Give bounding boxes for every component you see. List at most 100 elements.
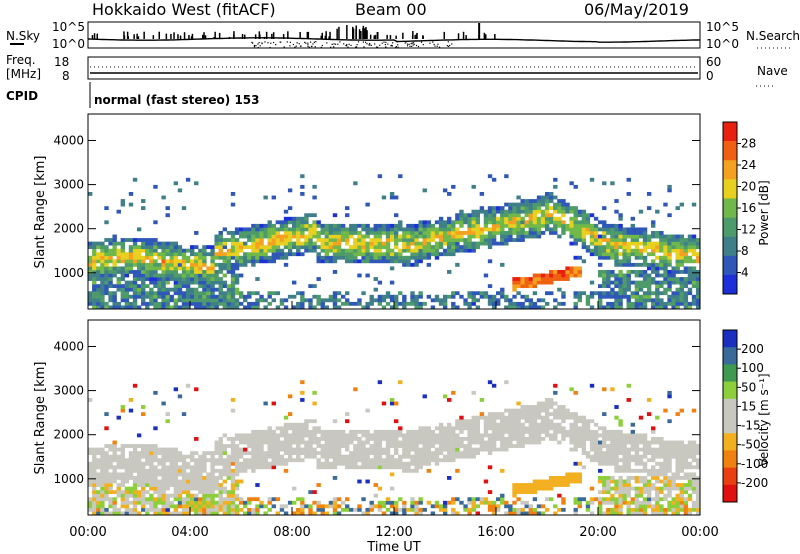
velocity-cell — [353, 447, 358, 452]
velocity-cell — [271, 461, 276, 466]
velocity-cell — [659, 454, 664, 459]
nsky-spike — [483, 32, 486, 39]
power-cell — [247, 259, 252, 264]
velocity-cell — [173, 479, 179, 484]
velocity-cell — [667, 504, 672, 509]
velocity-cell — [451, 390, 456, 395]
power-cell — [218, 255, 223, 260]
velocity-cell — [271, 444, 276, 448]
velocity-cell — [185, 472, 191, 477]
power-cell — [602, 206, 607, 211]
velocity-cell — [181, 461, 187, 466]
velocity-cell — [573, 426, 578, 431]
velocity-cell — [463, 444, 468, 448]
nsearch-point — [334, 43, 337, 45]
power-cell — [667, 273, 672, 278]
velocity-cell — [675, 451, 680, 456]
velocity-cell — [104, 465, 109, 470]
velocity-cell — [141, 472, 146, 477]
power-cell — [381, 298, 387, 303]
velocity-cell — [230, 486, 236, 491]
power-cell — [128, 192, 134, 196]
velocity-cell — [471, 433, 476, 438]
velocity-cell — [377, 458, 383, 463]
power-cell — [300, 174, 305, 179]
velocity-cell — [683, 483, 689, 487]
velocity-cell — [202, 486, 207, 491]
velocity-cell — [549, 479, 554, 484]
power-cell — [418, 231, 423, 235]
velocity-cell — [638, 447, 644, 452]
power-cell — [161, 277, 166, 281]
velocity-cell — [145, 490, 150, 495]
power-cell — [479, 234, 485, 239]
power-cell — [663, 202, 668, 207]
velocity-cell — [369, 458, 374, 463]
velocity-cell — [467, 511, 472, 516]
power-cell — [324, 255, 330, 260]
velocity-cell — [230, 468, 236, 473]
power-cell — [471, 209, 476, 214]
velocity-cell — [569, 429, 574, 434]
colorbar-tick-label: -15 — [741, 419, 761, 433]
velocity-cell — [447, 476, 452, 480]
velocity-cell — [491, 507, 497, 512]
velocity-cell — [345, 444, 350, 448]
power-cell — [540, 220, 546, 225]
power-cell — [695, 273, 701, 278]
velocity-cell — [483, 500, 489, 505]
velocity-cell — [357, 465, 362, 470]
nsky-spike — [485, 34, 487, 39]
power-cell — [532, 301, 538, 306]
velocity-cell — [622, 444, 627, 448]
velocity-cell — [389, 398, 395, 402]
power-cell — [251, 241, 256, 246]
power-cell — [557, 216, 562, 221]
velocity-cell — [683, 486, 689, 491]
velocity-cell — [540, 511, 546, 516]
velocity-cell — [267, 447, 272, 452]
power-cell — [414, 231, 419, 235]
nsky-spike — [179, 35, 182, 39]
power-cell — [96, 291, 101, 296]
velocity-cell — [581, 465, 587, 470]
nsearch-point — [385, 41, 387, 43]
velocity-cell — [602, 461, 607, 466]
velocity-cell — [161, 490, 166, 495]
power-cell — [659, 245, 664, 250]
velocity-cell — [177, 483, 183, 487]
power-cell — [602, 305, 607, 310]
power-cell — [589, 241, 595, 246]
power-cell — [426, 220, 432, 225]
power-cell — [406, 231, 411, 235]
power-cell — [145, 245, 150, 250]
power-cell — [385, 259, 391, 264]
velocity-cell — [287, 440, 293, 445]
power-cell — [381, 195, 387, 200]
power-cell — [402, 231, 407, 235]
velocity-cell — [230, 490, 236, 495]
power-cell — [100, 280, 105, 285]
velocity-cell — [549, 401, 554, 406]
velocity-cell — [667, 476, 672, 480]
velocity-cell — [565, 476, 570, 480]
velocity-cell — [602, 426, 607, 431]
velocity-cell — [695, 507, 701, 512]
velocity-cell — [194, 461, 199, 466]
power-cell — [663, 238, 668, 242]
velocity-cell — [410, 454, 415, 459]
power-cell — [292, 245, 297, 250]
velocity-cell — [194, 493, 199, 498]
velocity-cell — [598, 458, 603, 463]
power-cell — [381, 223, 387, 228]
velocity-cell — [104, 412, 109, 417]
power-cell — [296, 238, 301, 242]
power-cell — [100, 255, 105, 260]
velocity-cell — [116, 447, 121, 452]
power-cell — [655, 231, 660, 235]
power-cell — [304, 248, 309, 253]
velocity-cell — [581, 422, 587, 427]
power-cell — [304, 238, 309, 242]
power-cell — [108, 294, 113, 299]
velocity-cell — [218, 461, 223, 466]
